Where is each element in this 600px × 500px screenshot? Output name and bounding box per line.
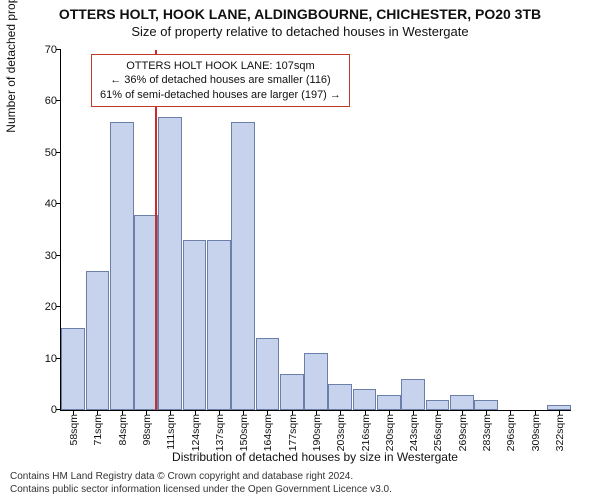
histogram-bar	[304, 353, 328, 410]
anno-line-2: ← 36% of detached houses are smaller (11…	[100, 73, 341, 87]
y-tick-label: 10	[29, 353, 61, 365]
x-tick-label: 124sqm	[188, 410, 202, 451]
x-tick-label: 98sqm	[139, 410, 153, 446]
x-tick-label: 296sqm	[503, 410, 517, 451]
y-tick-mark	[56, 49, 61, 50]
histogram-bar	[474, 400, 498, 410]
histogram-bar	[231, 122, 255, 410]
histogram-bar	[183, 240, 207, 410]
x-tick-label: 322sqm	[552, 410, 566, 451]
chart-subtitle: Size of property relative to detached ho…	[0, 24, 600, 39]
x-tick-label: 150sqm	[236, 410, 250, 451]
x-tick-label: 84sqm	[115, 410, 129, 446]
y-tick-label: 30	[29, 250, 61, 262]
y-tick-label: 50	[29, 147, 61, 159]
histogram-bar	[377, 395, 401, 410]
x-tick-label: 283sqm	[479, 410, 493, 451]
y-axis-label: Number of detached properties	[4, 0, 18, 230]
x-tick-label: 58sqm	[66, 410, 80, 446]
x-tick-label: 137sqm	[212, 410, 226, 451]
x-tick-label: 203sqm	[333, 410, 347, 451]
x-tick-label: 71sqm	[90, 410, 104, 446]
footnote-line-1: Contains HM Land Registry data © Crown c…	[10, 471, 392, 484]
histogram-bar	[86, 271, 110, 410]
x-tick-label: 256sqm	[430, 410, 444, 451]
y-tick-mark	[56, 255, 61, 256]
histogram-bar	[61, 328, 85, 410]
y-tick-label: 70	[29, 44, 61, 56]
x-tick-label: 309sqm	[528, 410, 542, 451]
footnote-line-2: Contains public sector information licen…	[10, 484, 392, 497]
y-tick-mark	[56, 358, 61, 359]
anno-line-3: 61% of semi-detached houses are larger (…	[100, 88, 341, 102]
histogram-bar	[158, 117, 182, 410]
y-tick-mark	[56, 409, 61, 410]
histogram-bar	[207, 240, 231, 410]
x-axis-label: Distribution of detached houses by size …	[60, 450, 570, 464]
x-tick-label: 243sqm	[406, 410, 420, 451]
anno-line-1: OTTERS HOLT HOOK LANE: 107sqm	[100, 59, 341, 73]
histogram-bar	[328, 384, 352, 410]
x-tick-label: 190sqm	[309, 410, 323, 451]
y-tick-label: 40	[29, 198, 61, 210]
y-tick-mark	[56, 100, 61, 101]
histogram-bar	[353, 389, 377, 410]
footnote: Contains HM Land Registry data © Crown c…	[10, 471, 392, 496]
y-tick-mark	[56, 203, 61, 204]
plot-area: OTTERS HOLT HOOK LANE: 107sqm ← 36% of d…	[60, 50, 571, 411]
y-tick-label: 0	[29, 404, 61, 416]
x-tick-label: 164sqm	[260, 410, 274, 451]
histogram-bar	[401, 379, 425, 410]
histogram-bar	[256, 338, 280, 410]
x-tick-label: 111sqm	[163, 410, 177, 450]
y-tick-mark	[56, 306, 61, 307]
histogram-bar	[110, 122, 134, 410]
y-tick-label: 60	[29, 95, 61, 107]
y-tick-label: 20	[29, 301, 61, 313]
chart-title: OTTERS HOLT, HOOK LANE, ALDINGBOURNE, CH…	[0, 0, 600, 22]
x-tick-label: 269sqm	[455, 410, 469, 451]
x-tick-label: 230sqm	[382, 410, 396, 451]
histogram-bar	[450, 395, 474, 410]
marker-annotation: OTTERS HOLT HOOK LANE: 107sqm ← 36% of d…	[91, 54, 350, 107]
histogram-bar	[280, 374, 304, 410]
chart-container: OTTERS HOLT, HOOK LANE, ALDINGBOURNE, CH…	[0, 0, 600, 500]
histogram-bar	[426, 400, 450, 410]
x-tick-label: 177sqm	[285, 410, 299, 451]
x-tick-label: 216sqm	[358, 410, 372, 451]
y-tick-mark	[56, 152, 61, 153]
